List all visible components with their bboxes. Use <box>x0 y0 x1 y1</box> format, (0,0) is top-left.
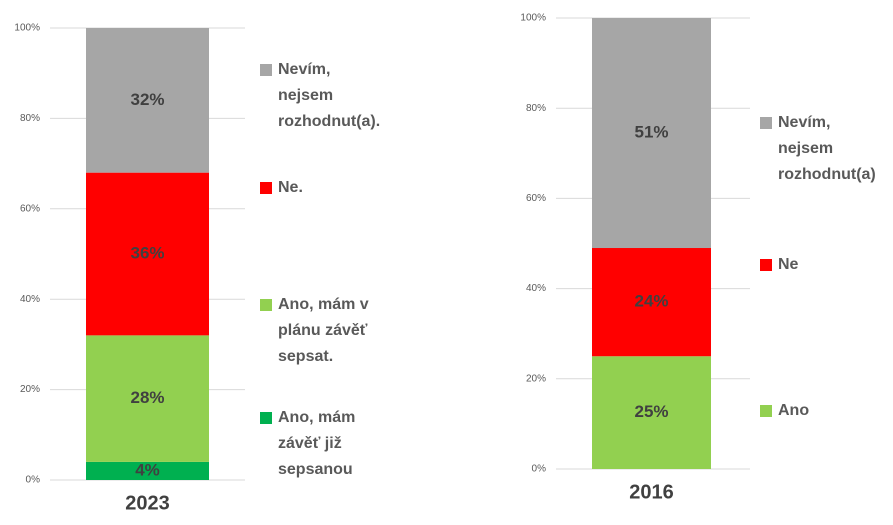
y-tick-label: 100% <box>14 23 40 34</box>
legend-label: Nevím, nejsem rozhodnut(a) <box>778 114 876 183</box>
y-tick-label: 0% <box>532 464 547 475</box>
bar-segment <box>592 248 711 357</box>
data-label: 32% <box>130 90 164 109</box>
legend-item: Ne. <box>260 175 390 201</box>
legend-label: Nevím, nejsem rozhodnut(a). <box>278 61 381 130</box>
y-tick-label: 20% <box>20 384 40 395</box>
legend-swatch <box>260 182 272 194</box>
data-label: 28% <box>130 388 164 407</box>
y-tick-label: 40% <box>526 283 546 294</box>
y-tick-label: 60% <box>526 193 546 204</box>
legend-label: Ano <box>778 402 810 419</box>
legend-label: Ano, mám v plánu závěť sepsat. <box>278 296 369 365</box>
y-tick-label: 80% <box>20 113 40 124</box>
legend-item: Ne <box>760 252 890 278</box>
legend-swatch <box>260 412 272 424</box>
data-label: 36% <box>130 243 164 262</box>
legend-label: Ne <box>778 256 799 273</box>
legend-label: Ano, mám závěť již sepsanou <box>278 409 356 478</box>
data-label: 51% <box>634 122 668 141</box>
legend-item: Nevím, nejsem rozhodnut(a) <box>760 110 890 188</box>
legend-swatch <box>760 259 772 271</box>
legend-item: Ano, mám v plánu závěť sepsat. <box>260 292 390 370</box>
y-tick-label: 0% <box>26 475 41 486</box>
category-label: 2016 <box>629 481 674 503</box>
y-tick-label: 20% <box>526 373 546 384</box>
bar-segment <box>592 356 711 469</box>
legend-swatch <box>260 299 272 311</box>
category-label: 2023 <box>125 492 170 514</box>
bar-segment <box>592 18 711 249</box>
legend-item: Nevím, nejsem rozhodnut(a). <box>260 57 390 135</box>
legend-swatch <box>260 64 272 76</box>
data-label: 25% <box>634 402 668 421</box>
bar-segment <box>86 461 209 480</box>
legend-label: Ne. <box>278 179 303 196</box>
legend-swatch <box>760 117 772 129</box>
legend-item: Ano <box>760 398 890 424</box>
bar-segment <box>86 28 209 173</box>
legend-item: Ano, mám závěť již sepsanou <box>260 405 390 483</box>
y-tick-label: 80% <box>526 103 546 114</box>
data-label: 4% <box>135 460 160 479</box>
y-tick-label: 60% <box>20 203 40 214</box>
y-tick-label: 40% <box>20 294 40 305</box>
bar-segment <box>86 335 209 462</box>
bar-segment <box>86 172 209 336</box>
legend-swatch <box>760 405 772 417</box>
data-label: 24% <box>634 292 668 311</box>
y-tick-label: 100% <box>520 13 546 24</box>
